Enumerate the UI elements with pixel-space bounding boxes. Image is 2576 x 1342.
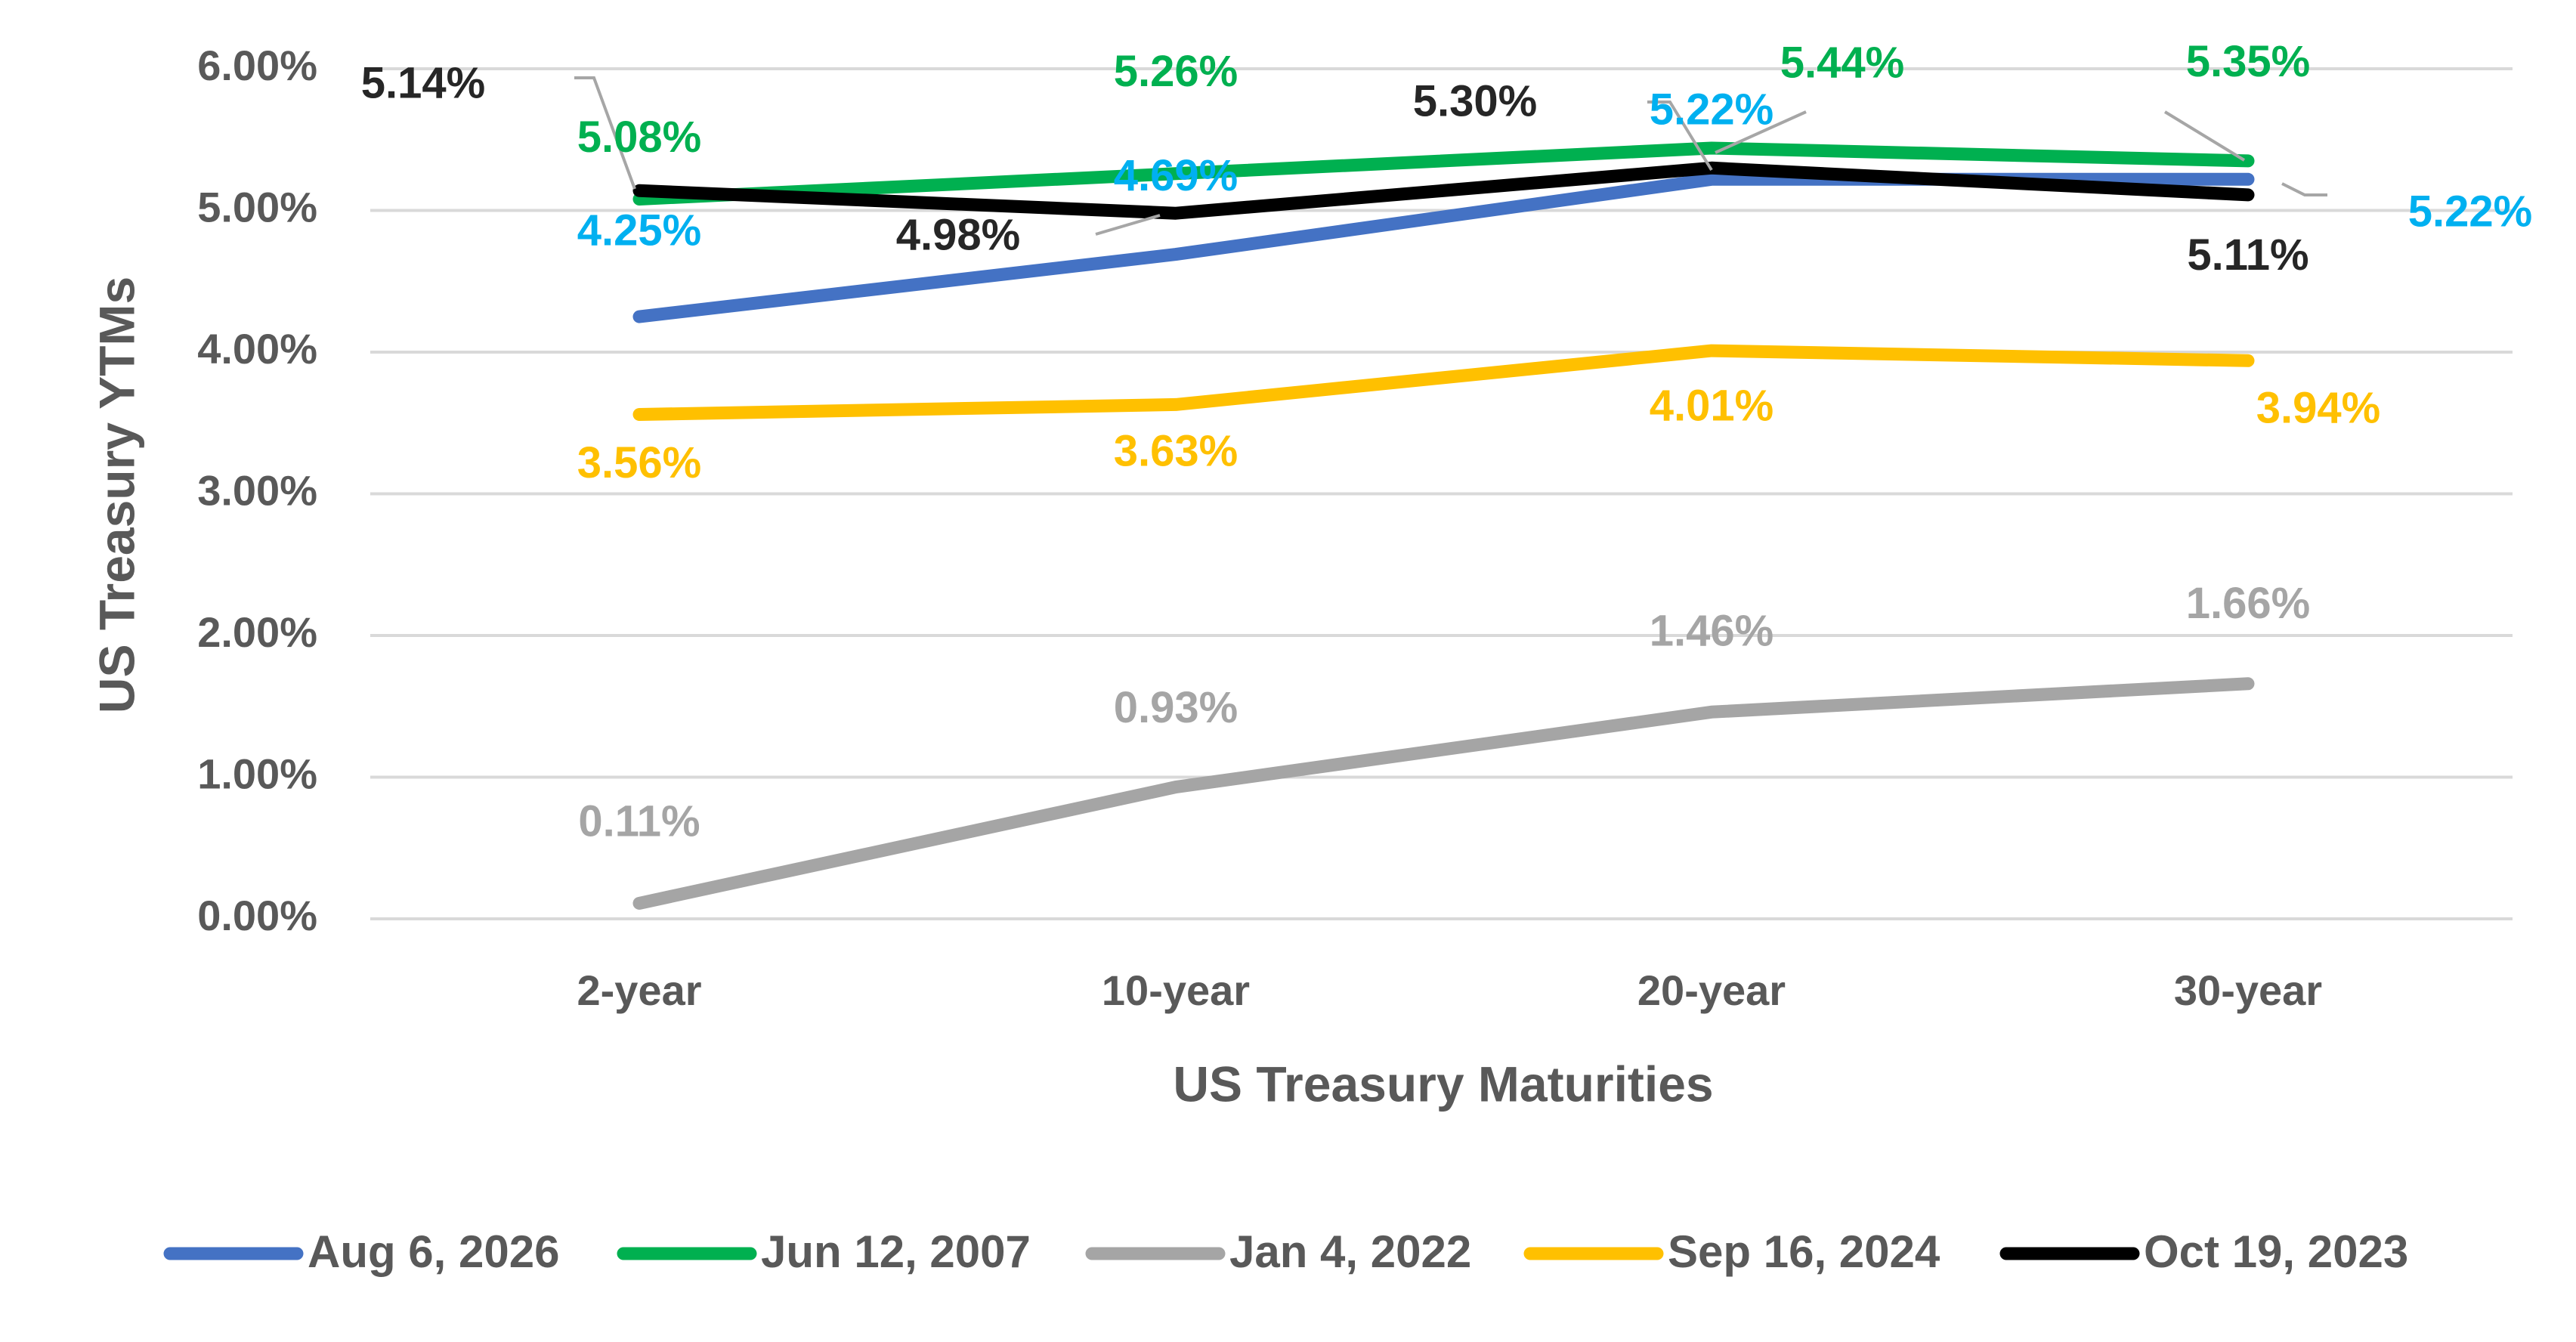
- y-axis-title: US Treasury YTMs: [88, 277, 144, 713]
- series-line: [632, 677, 2255, 910]
- data-label: 5.08%: [577, 113, 701, 162]
- data-label: 3.94%: [2256, 384, 2380, 433]
- data-label: 5.22%: [1650, 85, 1774, 135]
- y-tick-label: 5.00%: [197, 183, 317, 230]
- legend-label: Jan 4, 2022: [1229, 1226, 1471, 1277]
- y-tick-label: 0.00%: [197, 892, 317, 939]
- x-tick-label: 30-year: [2174, 966, 2322, 1014]
- y-tick-label: 1.00%: [197, 750, 317, 797]
- data-label: 0.93%: [1114, 683, 1238, 732]
- leader-line: [2163, 110, 2246, 162]
- data-label: 0.11%: [578, 797, 700, 846]
- series-lines: [632, 141, 2255, 910]
- legend-label: Oct 19, 2023: [2144, 1226, 2408, 1277]
- series-line: [632, 141, 2255, 206]
- data-label: 5.26%: [1114, 47, 1238, 96]
- leader-line: [2281, 182, 2327, 196]
- gridlines: [370, 67, 2513, 920]
- data-label: 3.63%: [1114, 427, 1238, 476]
- data-label: 4.98%: [896, 211, 1020, 260]
- data-label: 4.01%: [1650, 381, 1774, 430]
- y-tick-label: 3.00%: [197, 466, 317, 514]
- legend-label: Jun 12, 2007: [761, 1226, 1031, 1277]
- legend-label: Sep 16, 2024: [1668, 1226, 1941, 1277]
- series-line: [632, 344, 2255, 421]
- data-labels: 4.25% 4.69% 5.22% 5.22% 5.08% 5.26% 5.44% 5.35%…: [361, 37, 2532, 846]
- label-leader-lines: [574, 76, 2327, 236]
- data-label: 5.30%: [1413, 77, 1537, 126]
- leader-line: [1095, 214, 1161, 236]
- legend-label: Aug 6, 2026: [308, 1226, 560, 1277]
- x-tick-label: 2-year: [577, 966, 701, 1014]
- x-tick-label: 10-year: [1102, 966, 1250, 1014]
- data-label: 5.11%: [2187, 230, 2309, 280]
- data-label: 1.66%: [2186, 579, 2310, 628]
- y-axis-ticks: 0.00% 1.00% 2.00% 3.00% 4.00% 5.00% 6.00%: [197, 42, 317, 939]
- leader-line: [1715, 110, 1807, 154]
- data-label: 5.44%: [1780, 38, 1904, 87]
- x-tick-label: 20-year: [1637, 966, 1786, 1014]
- leader-line: [574, 76, 636, 190]
- y-tick-label: 4.00%: [197, 325, 317, 373]
- data-label: 5.22%: [2408, 187, 2532, 237]
- y-tick-label: 2.00%: [197, 608, 317, 656]
- x-axis-title: US Treasury Maturities: [1173, 1056, 1713, 1112]
- data-label: 4.69%: [1114, 151, 1238, 200]
- legend: Aug 6, 2026 Jun 12, 2007 Jan 4, 2022 Sep 16…: [163, 1226, 2408, 1277]
- data-label: 5.35%: [2186, 37, 2310, 86]
- leader-line: [1647, 100, 1713, 172]
- y-tick-label: 6.00%: [197, 42, 317, 89]
- data-label: 3.56%: [577, 438, 701, 487]
- data-label: 1.46%: [1650, 607, 1774, 656]
- series-line: [632, 161, 2255, 220]
- data-label: 5.14%: [361, 59, 485, 108]
- x-axis-ticks: 2-year 10-year 20-year 30-year: [577, 966, 2322, 1014]
- data-label: 4.25%: [577, 206, 701, 255]
